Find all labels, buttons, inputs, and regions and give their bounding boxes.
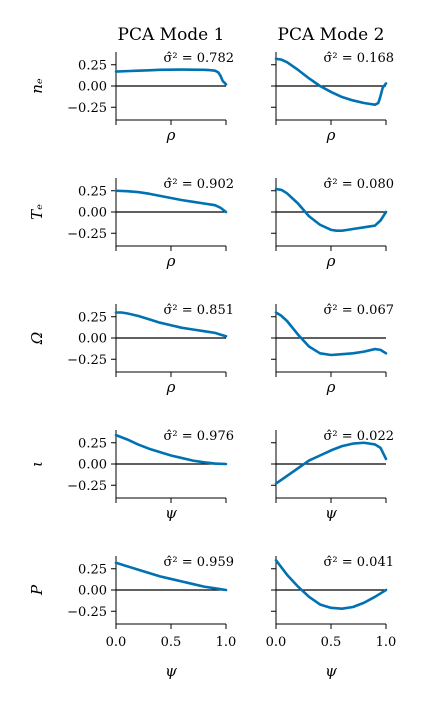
x-axis-label: ρ	[166, 378, 176, 396]
x-axis-label: ψ	[165, 662, 177, 680]
explained-variance-label: σ̂² = 0.041	[324, 555, 394, 570]
mode-curve	[274, 311, 388, 357]
y-tick-label: −0.25	[67, 605, 107, 620]
x-axis-label: ρ	[166, 126, 176, 144]
explained-variance-label: σ̂² = 0.168	[324, 51, 394, 66]
panel-r1-c0: 0.25 0.00 −0.25 ρ σ̂² = 0.902	[67, 177, 234, 270]
mode-curve	[114, 68, 228, 86]
x-tick-label: 1.0	[216, 635, 237, 650]
panel-r2-c1: ρ σ̂² = 0.067	[271, 303, 394, 396]
row-variable-label: ι	[28, 461, 46, 467]
mode-curve	[114, 189, 228, 214]
mode-curve	[274, 441, 388, 485]
column-title-mode-1: PCA Mode 1	[118, 25, 225, 45]
y-tick-label: −0.25	[67, 479, 107, 494]
mode-curve	[274, 57, 388, 106]
row-variable-label: Tₑ	[28, 204, 46, 220]
mode-curve	[114, 311, 228, 338]
x-axis-label: ψ	[165, 504, 177, 522]
x-axis-label: ρ	[166, 252, 176, 270]
explained-variance-label: σ̂² = 0.902	[164, 177, 234, 192]
x-axis-label: ψ	[325, 662, 337, 680]
row-variable-label: nₑ	[28, 78, 46, 94]
x-tick-label: 0.5	[321, 635, 342, 650]
x-tick-label: 0.0	[106, 635, 127, 650]
y-tick-label: 0.00	[78, 584, 107, 599]
x-tick-label: 1.0	[376, 635, 397, 650]
x-axis-label: ψ	[325, 504, 337, 522]
y-tick-label: 0.00	[78, 332, 107, 347]
panel-r3-c1: ψ σ̂² = 0.022	[271, 429, 394, 522]
mode-curve	[114, 561, 228, 592]
y-tick-label: 0.00	[78, 458, 107, 473]
panel-r4-c1: 0.0 0.5 1.0 ψ σ̂² = 0.041	[266, 555, 397, 680]
x-tick-label: 0.5	[161, 635, 182, 650]
y-tick-label: −0.25	[67, 353, 107, 368]
mode-curve	[274, 558, 388, 611]
y-tick-label: 0.25	[78, 58, 107, 73]
y-tick-label: −0.25	[67, 101, 107, 116]
explained-variance-label: σ̂² = 0.022	[324, 429, 394, 444]
explained-variance-label: σ̂² = 0.959	[164, 555, 234, 570]
x-axis-label: ρ	[326, 126, 336, 144]
panel-r3-c0: 0.25 0.00 −0.25 ψ σ̂² = 0.976	[67, 429, 234, 522]
row-variable-label: Ω	[28, 332, 46, 345]
panel-r2-c0: 0.25 0.00 −0.25 ρ σ̂² = 0.851	[67, 303, 234, 396]
mode-curve	[274, 187, 388, 232]
y-tick-label: 0.25	[78, 562, 107, 577]
explained-variance-label: σ̂² = 0.067	[324, 303, 394, 318]
y-tick-label: 0.00	[78, 80, 107, 95]
column-title-mode-2: PCA Mode 2	[278, 25, 385, 45]
y-tick-label: 0.00	[78, 206, 107, 221]
panel-grid: 0.25 0.00 −0.25 ρ σ̂² = 0.782 ρ σ̂² = 0.168 nₑ 0…	[28, 51, 396, 680]
x-axis-label: ρ	[326, 378, 336, 396]
row-variable-label: P	[28, 584, 46, 596]
mode-curve	[114, 433, 228, 466]
panel-r0-c1: ρ σ̂² = 0.168	[271, 51, 394, 144]
y-tick-label: 0.25	[78, 436, 107, 451]
x-axis-label: ρ	[326, 252, 336, 270]
y-tick-label: 0.25	[78, 184, 107, 199]
y-tick-label: 0.25	[78, 310, 107, 325]
y-tick-label: −0.25	[67, 227, 107, 242]
explained-variance-label: σ̂² = 0.782	[164, 51, 234, 66]
x-tick-label: 0.0	[266, 635, 287, 650]
explained-variance-label: σ̂² = 0.080	[324, 177, 394, 192]
panel-r4-c0: 0.25 0.00 −0.25 0.0 0.5 1.0 ψ σ̂² = 0.959	[67, 555, 236, 680]
panel-r1-c1: ρ σ̂² = 0.080	[271, 177, 394, 270]
panel-r0-c0: 0.25 0.00 −0.25 ρ σ̂² = 0.782	[67, 51, 234, 144]
explained-variance-label: σ̂² = 0.976	[164, 429, 234, 444]
explained-variance-label: σ̂² = 0.851	[164, 303, 234, 318]
